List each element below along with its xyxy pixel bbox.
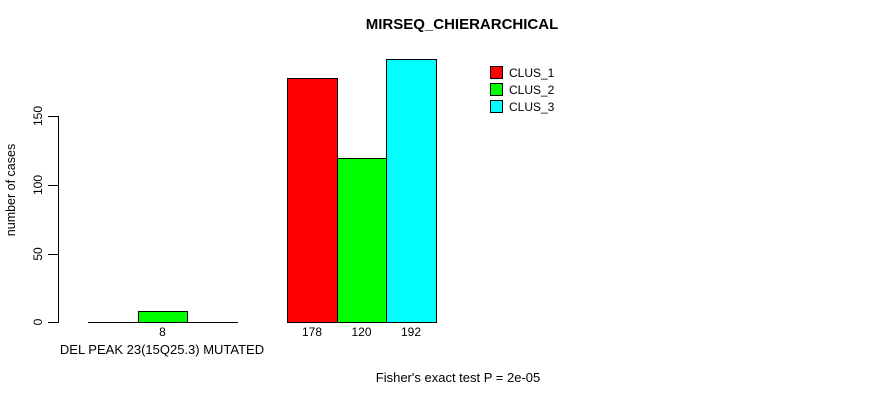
bar-value-label-clus_2-group1: 8 — [159, 325, 166, 339]
bar-clus_1-group2 — [287, 78, 338, 323]
chart-title: MIRSEQ_CHIERARCHICAL — [365, 16, 559, 33]
y-tick-mark — [48, 254, 58, 255]
legend-label-clus_2: CLUS_2 — [509, 83, 555, 97]
legend-label-clus_1: CLUS_1 — [509, 66, 555, 80]
y-tick-mark — [48, 322, 58, 323]
y-tick-label: 150 — [31, 105, 45, 127]
zero-bar-clus_1-group1 — [88, 322, 139, 323]
bar-clus_2-group2 — [337, 158, 387, 323]
legend-swatch-clus_1 — [490, 66, 503, 79]
legend-swatch-clus_2 — [490, 83, 503, 96]
y-tick-label: 0 — [31, 318, 45, 326]
x-axis-group-label: DEL PEAK 23(15Q25.3) MUTATED — [59, 342, 265, 357]
y-tick-label: 50 — [31, 247, 45, 261]
zero-bar-clus_3-group1 — [187, 322, 238, 323]
y-tick-mark — [48, 116, 58, 117]
bar-clus_3-group2 — [386, 59, 437, 323]
legend-swatch-clus_3 — [490, 100, 503, 113]
pvalue-annotation: Fisher's exact test P = 2e-05 — [375, 370, 541, 385]
bar-value-label-clus_2-group2: 120 — [351, 325, 372, 339]
y-axis-line — [58, 116, 59, 323]
y-tick-label: 100 — [31, 174, 45, 196]
y-axis-label: number of cases — [4, 143, 18, 237]
bar-clus_2-group1 — [138, 311, 188, 323]
legend-label-clus_3: CLUS_3 — [509, 100, 555, 114]
y-tick-mark — [48, 185, 58, 186]
bar-value-label-clus_1-group2: 178 — [301, 325, 323, 339]
bar-value-label-clus_3-group2: 192 — [400, 325, 422, 339]
